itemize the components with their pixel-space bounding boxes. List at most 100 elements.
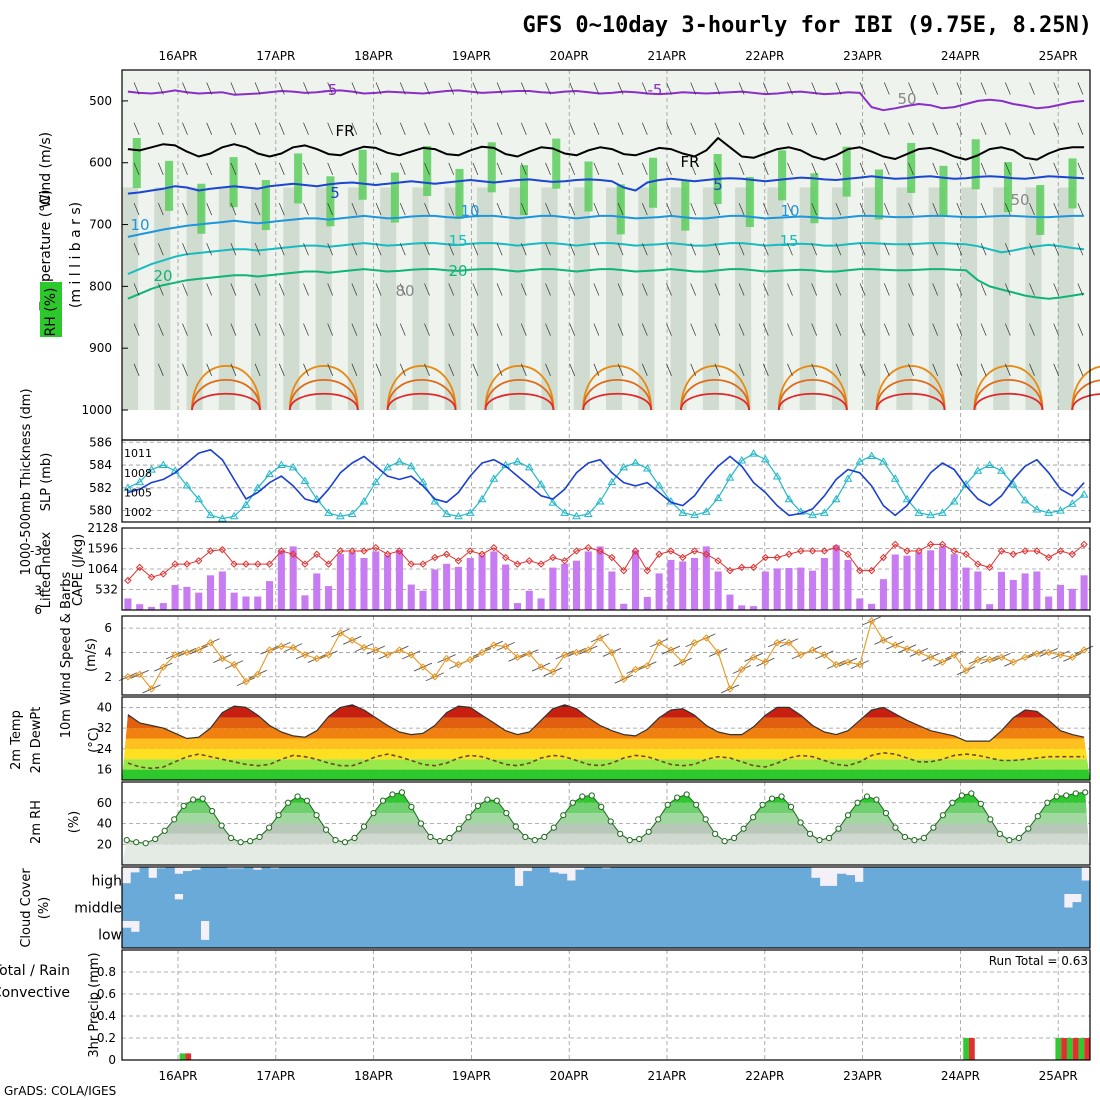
cloud-cell-middle — [959, 894, 969, 921]
cape-bar — [277, 550, 285, 610]
thickness-point — [265, 469, 274, 478]
rh-point — [569, 799, 576, 806]
cloud-cell-middle — [1063, 907, 1074, 921]
wind-speed-point — [903, 645, 911, 653]
upper-wind-barb — [641, 283, 648, 296]
cloud-cell-middle — [174, 899, 184, 921]
wind-speed-point — [620, 675, 628, 683]
cloud-cell-low — [784, 921, 794, 948]
upper-wind-barb — [883, 363, 890, 376]
lifted-index-point — [584, 543, 592, 552]
cloud-cell-high — [453, 867, 463, 894]
contour-label: 10 — [780, 202, 799, 220]
upper-wind-barb — [859, 363, 866, 376]
humidity-band — [896, 187, 913, 410]
cloud-cell-low — [244, 921, 254, 948]
humidity-band — [186, 187, 203, 410]
thickness-tick-label: 584 — [89, 458, 112, 472]
cloud-cell-low — [287, 921, 297, 948]
cloud-cell-high — [165, 867, 175, 894]
upper-wind-barb — [714, 82, 721, 95]
cloud-cell-middle — [130, 894, 140, 921]
humidity-cell — [649, 157, 658, 208]
rh-point — [531, 837, 538, 844]
cloud-cell-middle — [200, 894, 210, 921]
day-label-bottom: 20APR — [550, 1069, 589, 1083]
upper-wind-barb — [375, 243, 382, 256]
rh-point — [1025, 825, 1032, 832]
cloud-cell-low — [366, 921, 376, 948]
cloud-cell-high — [767, 867, 777, 894]
upper-wind-barb — [545, 162, 551, 176]
rh-band — [122, 833, 1090, 845]
cloud-cell-low — [924, 921, 934, 948]
humidity-band — [864, 187, 881, 410]
upper-wind-barb — [908, 122, 914, 135]
cloud-cell-middle — [662, 894, 672, 921]
upper-wind-barb — [1004, 202, 1011, 216]
slp-axis-title: SLP (mb) — [39, 453, 54, 512]
lifted-index-point — [1080, 540, 1088, 549]
cape-bar — [915, 552, 923, 610]
wind-speed-point — [974, 656, 982, 664]
upper-wind-barb — [399, 162, 406, 176]
thickness-point — [406, 461, 416, 470]
temperature-contour-35 — [973, 393, 1044, 411]
rh-tick-label: 40 — [97, 817, 112, 831]
rh-point — [209, 807, 216, 815]
cape-bar — [820, 557, 828, 610]
cloud-cell-middle — [235, 894, 245, 921]
thickness-point — [749, 449, 758, 457]
lifted-index-point — [289, 550, 297, 558]
temperature-contour-30 — [582, 379, 653, 411]
lifted-index-point — [608, 553, 616, 562]
upper-wind-barb — [641, 323, 648, 336]
rh-point — [749, 814, 757, 821]
humidity-cell — [229, 157, 238, 208]
upper-wind-barb — [1077, 323, 1084, 336]
rh-point — [180, 802, 187, 809]
wind-speed-point — [513, 653, 522, 662]
upper-wind-barb — [980, 82, 987, 95]
upper-wind-barb — [835, 243, 842, 256]
cape-bar — [702, 546, 710, 610]
upper-wind-barb — [569, 122, 576, 135]
upper-wind-barb — [157, 202, 164, 216]
upper-wind-barb — [593, 82, 600, 95]
cloud-cell-low — [619, 921, 629, 948]
cloud-cell-high — [549, 872, 559, 894]
rh-point — [237, 839, 244, 846]
cape-bar — [431, 569, 439, 610]
upper-wind-barb — [1053, 283, 1060, 296]
rh-point — [645, 828, 652, 835]
cloud-cell-high — [898, 867, 908, 894]
upper-wind-barb — [617, 323, 624, 336]
upper-wind-barb — [762, 122, 769, 135]
humidity-cell — [390, 172, 399, 223]
cloud-cell-high — [148, 877, 158, 894]
rh-point — [332, 837, 339, 844]
upper-wind-barb — [472, 323, 479, 336]
rh-point — [958, 792, 965, 799]
chart-title: GFS 0~10day 3-hourly for IBI (9.75E, 8.2… — [522, 13, 1092, 38]
day-label-bottom: 19APR — [452, 1069, 491, 1083]
cloud-cell-low — [374, 921, 385, 948]
humidity-band — [380, 187, 397, 410]
temperature-line — [127, 704, 1085, 742]
temperature-contour-30 — [973, 379, 1044, 411]
temperature-contour-25 — [680, 365, 750, 411]
lifted-index-point — [383, 550, 392, 558]
upper-wind-barb — [787, 323, 793, 336]
wind-speed-point — [938, 658, 947, 666]
temperature-contour-15 — [127, 242, 1085, 275]
thickness-point — [642, 463, 652, 472]
upper-wind-barb — [157, 162, 164, 176]
upper-wind-barb — [254, 283, 261, 296]
upper-wind-barb — [520, 162, 527, 176]
upper-wind-barb — [545, 283, 551, 296]
cloud-cell-middle — [313, 894, 324, 921]
thickness-point — [784, 494, 794, 503]
cloud-cell-middle — [837, 894, 847, 921]
cloud-cell-middle — [854, 894, 864, 921]
rh-point — [1015, 834, 1022, 842]
